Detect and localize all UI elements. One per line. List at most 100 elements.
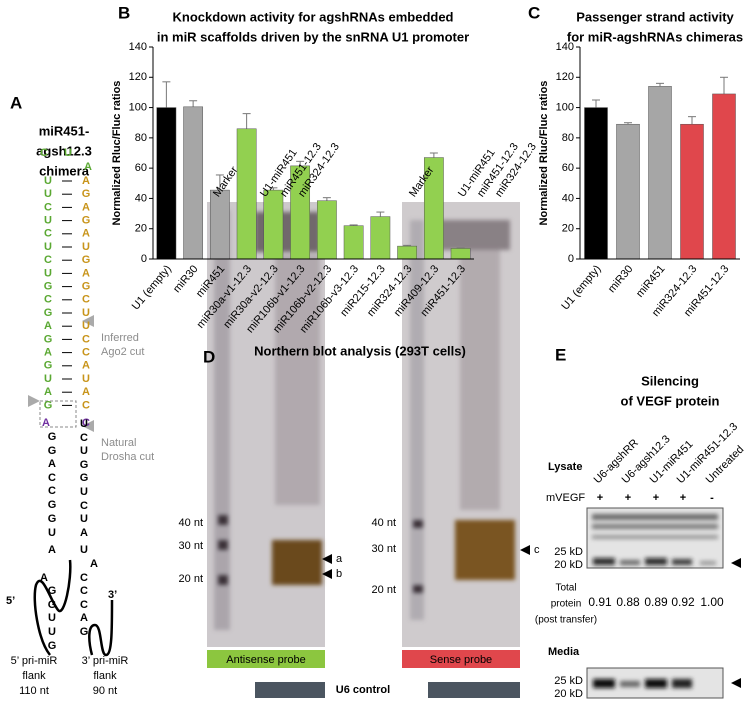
total-label: Total	[555, 583, 576, 594]
nt: U	[80, 513, 88, 525]
nt: U	[48, 527, 56, 539]
nt: G	[48, 499, 57, 511]
cut-label: Ago2 cut	[101, 346, 144, 358]
panel-title: of VEGF protein	[621, 393, 720, 408]
u6-strip-right	[428, 682, 520, 698]
chart-title: for miR-agshRNAs chimeras	[567, 29, 743, 44]
band-label: a	[336, 553, 343, 565]
left-flank-curve	[33, 559, 72, 656]
nt: G	[48, 585, 57, 597]
control-label: U6 control	[336, 684, 390, 696]
cut-arrow-left	[28, 395, 40, 407]
total-value: 0.88	[616, 595, 640, 609]
panel-letter: B	[118, 3, 130, 22]
chart-title: Passenger strand activity	[576, 9, 734, 24]
nt: A	[48, 458, 56, 470]
y-axis-label: Normalized Rluc/Fluc ratios	[111, 81, 123, 226]
total-value: 1.00	[700, 595, 724, 609]
row-label: mVEGF	[546, 492, 585, 504]
nt: A	[82, 228, 90, 240]
y-tick-label: 20	[135, 223, 147, 235]
marker-label: 20 nt	[372, 584, 396, 596]
nt: A	[44, 347, 52, 359]
nt: G	[82, 188, 91, 200]
nt: G	[44, 281, 53, 293]
y-axis-label: Normalized Rluc/Fluc ratios	[538, 81, 550, 226]
cut-label: Drosha cut	[101, 451, 154, 463]
bar	[183, 106, 204, 260]
nt: U	[44, 188, 52, 200]
bar	[712, 93, 736, 260]
bar	[343, 225, 364, 260]
x-tick-label: U1 (empty)	[559, 263, 603, 312]
marker-label: 40 nt	[372, 517, 396, 529]
media-arrow	[731, 678, 741, 688]
nt: C	[44, 294, 52, 306]
nt: A	[40, 572, 48, 584]
bar	[450, 248, 471, 260]
hairpin-title: agsh12.3	[36, 143, 92, 158]
nt: C	[82, 399, 90, 411]
y-tick-label: 120	[556, 71, 574, 83]
marker-label: 20 kD	[554, 559, 583, 571]
lysate-arrow	[731, 558, 741, 568]
nt: C	[80, 585, 88, 597]
probe-bar-antisense	[207, 650, 325, 668]
nt: G	[80, 472, 89, 484]
panel-letter: E	[555, 345, 566, 364]
nt: G	[82, 281, 91, 293]
nt: A	[80, 612, 88, 624]
hairpin-shapes	[33, 559, 114, 657]
nt: U	[80, 418, 88, 430]
nt: G	[48, 431, 57, 443]
nt: G	[48, 513, 57, 525]
sign: +	[625, 492, 631, 504]
y-tick-label: 0	[568, 253, 574, 265]
marker-label: 40 nt	[179, 517, 203, 529]
x-tick-label: U1 (empty)	[130, 263, 174, 312]
nt: C	[80, 432, 88, 444]
nt: G	[48, 599, 57, 611]
nt: C	[82, 347, 90, 359]
loop-nt: C	[40, 147, 48, 159]
flank-label: 5’ pri-miR	[11, 655, 58, 667]
bar	[316, 200, 337, 260]
nt: U	[82, 241, 90, 253]
bar	[584, 107, 608, 260]
loop-nt: U	[64, 147, 72, 159]
western-blots	[586, 507, 741, 699]
panel-letter: D	[203, 347, 215, 366]
flank-label: flank	[93, 670, 117, 682]
right-flank-curve	[88, 599, 114, 657]
nt: U	[82, 373, 90, 385]
total-value: 0.89	[644, 595, 668, 609]
nt: A	[44, 320, 52, 332]
nt: U	[80, 445, 88, 457]
sign: -	[710, 492, 714, 504]
y-tick-label: 0	[141, 253, 147, 265]
arrow-b	[322, 569, 332, 579]
nt: A	[48, 544, 56, 556]
sign: +	[597, 492, 603, 504]
y-tick-label: 60	[562, 162, 574, 174]
loop-nt: A	[84, 161, 92, 173]
sign: +	[680, 492, 686, 504]
nt: C	[80, 599, 88, 611]
marker-label: 20 nt	[179, 573, 203, 585]
nt: G	[44, 360, 53, 372]
y-tick-label: 140	[129, 41, 147, 53]
flank-label: flank	[22, 670, 46, 682]
nt: C	[44, 228, 52, 240]
bar	[236, 128, 257, 260]
flank-label: 90 nt	[93, 685, 117, 697]
nt: U	[44, 267, 52, 279]
marker-label: 30 nt	[372, 543, 396, 555]
arrow-a	[322, 554, 332, 564]
nt: G	[82, 215, 91, 227]
y-tick-label: 140	[556, 41, 574, 53]
cut-label: Natural	[101, 437, 136, 449]
nt: U	[80, 544, 88, 556]
nt: U	[82, 307, 90, 319]
flank-label: 110 nt	[19, 685, 49, 697]
